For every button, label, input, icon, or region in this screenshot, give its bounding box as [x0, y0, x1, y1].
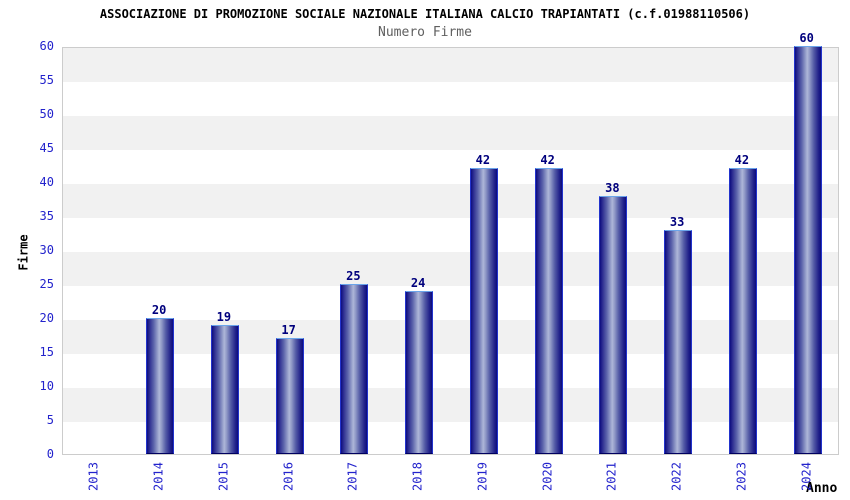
x-tick-label: 2019	[475, 462, 490, 491]
x-axis-title: Anno	[806, 481, 838, 496]
x-tick-label: 2014	[151, 462, 166, 491]
bar-value-label: 33	[669, 215, 685, 229]
bar-2019	[470, 168, 498, 454]
y-tick-label: 40	[39, 175, 54, 189]
bar-value-label: 19	[216, 310, 232, 324]
bar-value-label: 25	[346, 269, 361, 283]
x-tick-label: 2018	[410, 462, 425, 491]
bar-value-label: 42	[475, 153, 491, 167]
bar-2023	[729, 168, 757, 454]
y-tick-label: 0	[46, 447, 54, 461]
bar-2022	[664, 230, 692, 454]
x-tick-label: 2023	[734, 462, 749, 491]
bar-2015	[211, 325, 239, 454]
x-tick-label: 2020	[540, 462, 555, 491]
x-tick-label: 2013	[86, 462, 101, 491]
bar-value-label: 20	[151, 303, 167, 317]
y-tick-label: 25	[39, 277, 54, 291]
bar-2021	[599, 196, 627, 454]
y-tick-label: 10	[39, 379, 54, 393]
y-tick-label: 20	[39, 311, 54, 325]
bar-value-label: 42	[734, 153, 750, 167]
y-tick-label: 5	[46, 413, 54, 427]
plot-area	[62, 46, 839, 455]
y-tick-label: 60	[39, 39, 54, 53]
chart-title: ASSOCIAZIONE DI PROMOZIONE SOCIALE NAZIO…	[99, 7, 751, 21]
bar-2024	[794, 46, 822, 454]
x-tick-label: 2016	[281, 462, 296, 491]
bar-value-label: 17	[281, 323, 296, 337]
x-tick-label: 2022	[669, 462, 684, 491]
y-tick-label: 15	[39, 345, 54, 359]
chart-subtitle: Numero Firme	[378, 25, 472, 40]
x-tick-label: 2024	[799, 462, 814, 491]
bar-value-label: 24	[410, 276, 426, 290]
bar-2017	[340, 284, 368, 454]
y-tick-label: 50	[39, 107, 54, 121]
y-tick-label: 45	[39, 141, 54, 155]
y-tick-label: 30	[39, 243, 54, 257]
y-tick-label: 55	[39, 73, 54, 87]
bar-2014	[146, 318, 174, 454]
bar-value-label: 42	[540, 153, 555, 167]
x-tick-label: 2017	[345, 462, 360, 491]
bar-value-label: 60	[799, 31, 814, 45]
bar-2016	[276, 338, 304, 454]
bar-2020	[535, 168, 563, 454]
y-tick-label: 35	[39, 209, 54, 223]
x-tick-label: 2021	[604, 462, 619, 491]
bar-value-label: 38	[605, 181, 620, 195]
x-tick-label: 2015	[216, 462, 231, 491]
bar-2018	[405, 291, 433, 454]
